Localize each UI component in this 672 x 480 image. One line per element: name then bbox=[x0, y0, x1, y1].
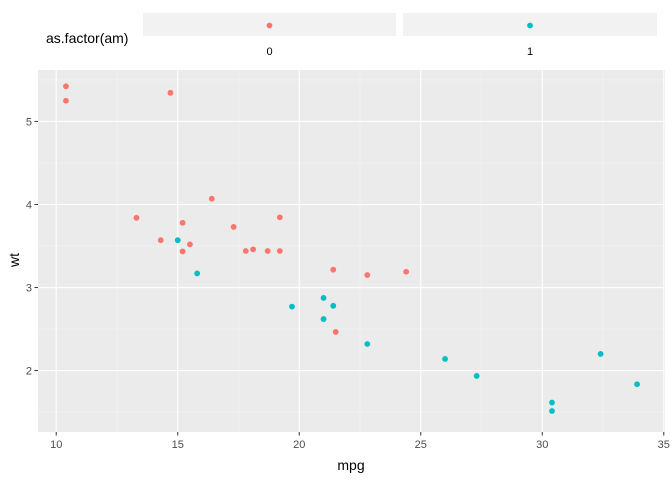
data-point-am-0 bbox=[157, 237, 164, 244]
data-point-am-0 bbox=[276, 214, 283, 221]
data-point-am-0 bbox=[364, 272, 371, 278]
data-point-am-1 bbox=[549, 408, 555, 414]
data-point-am-1 bbox=[634, 381, 640, 388]
data-point-am-0 bbox=[179, 219, 186, 226]
data-point-am-0 bbox=[403, 268, 410, 275]
data-point-am-0 bbox=[242, 248, 249, 254]
data-point-am-0 bbox=[264, 248, 271, 254]
data-point-am-0 bbox=[330, 266, 337, 273]
data-point-am-1 bbox=[473, 373, 480, 379]
data-point-am-1 bbox=[289, 303, 295, 310]
data-point-am-1 bbox=[194, 270, 201, 277]
data-point-am-0 bbox=[208, 195, 215, 202]
x-tick-label: 30 bbox=[536, 439, 548, 451]
x-axis: 10 15 20 25 30 35 bbox=[50, 432, 670, 451]
data-point-am-1 bbox=[320, 295, 327, 301]
x-tick-label: 20 bbox=[293, 439, 305, 451]
legend-key-dot-0 bbox=[266, 22, 273, 29]
y-tick-label: 4 bbox=[26, 200, 32, 212]
x-tick-label: 10 bbox=[50, 439, 62, 451]
data-point-am-0 bbox=[332, 329, 339, 335]
x-axis-title: mpg bbox=[337, 457, 364, 473]
data-point-am-0 bbox=[133, 214, 140, 221]
data-points bbox=[63, 83, 640, 414]
legend-label-0: 0 bbox=[266, 46, 272, 58]
y-tick-label: 3 bbox=[26, 283, 32, 295]
y-tick-label: 2 bbox=[26, 366, 32, 378]
data-point-am-1 bbox=[549, 399, 555, 406]
data-point-am-0 bbox=[250, 246, 256, 253]
data-point-am-1 bbox=[364, 341, 371, 347]
legend-title: as.factor(am) bbox=[46, 30, 128, 46]
data-point-am-0 bbox=[179, 248, 186, 255]
legend-label-1: 1 bbox=[527, 46, 533, 58]
data-point-am-0 bbox=[276, 248, 283, 254]
x-tick-label: 35 bbox=[658, 439, 670, 451]
data-point-am-1 bbox=[330, 302, 337, 309]
data-point-am-0 bbox=[63, 83, 69, 90]
y-axis: 2 3 4 5 bbox=[26, 116, 38, 378]
plot-panel bbox=[38, 70, 665, 432]
data-point-am-1 bbox=[442, 356, 448, 362]
x-tick-label: 15 bbox=[172, 439, 184, 451]
major-grid bbox=[38, 70, 665, 432]
data-point-am-0 bbox=[167, 89, 174, 96]
data-point-am-1 bbox=[174, 237, 181, 244]
y-axis-title: wt bbox=[6, 253, 22, 268]
data-point-am-0 bbox=[230, 224, 237, 230]
legend-key-dot-1 bbox=[527, 22, 533, 29]
data-point-am-0 bbox=[186, 241, 193, 248]
data-point-am-1 bbox=[597, 351, 604, 357]
data-point-am-0 bbox=[63, 97, 69, 104]
minor-grid bbox=[38, 70, 665, 432]
y-tick-label: 5 bbox=[26, 116, 32, 128]
x-tick-label: 25 bbox=[415, 439, 427, 451]
data-point-am-1 bbox=[320, 316, 327, 322]
